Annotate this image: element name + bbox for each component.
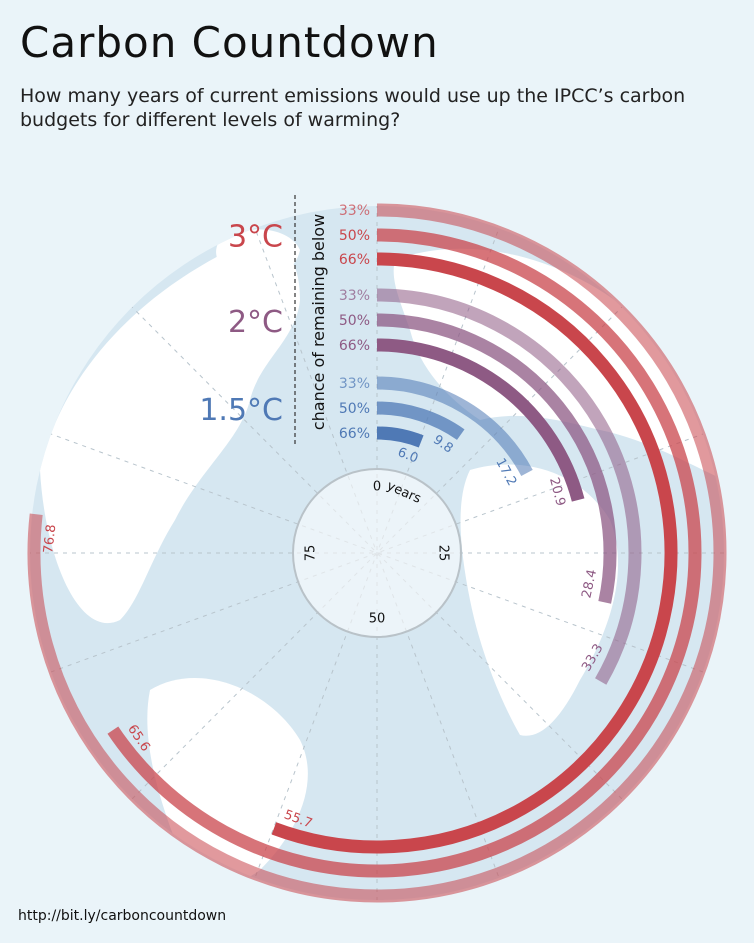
bar-2C-66pct bbox=[376, 338, 585, 502]
page-subtitle: How many years of current emissions woul… bbox=[20, 85, 686, 131]
series-label: 50% bbox=[339, 313, 370, 329]
bar-15C-66pct bbox=[376, 426, 424, 448]
legend-side-label: chance of remaining below bbox=[309, 214, 328, 430]
bar-15C-50pct bbox=[376, 401, 465, 441]
series-label: 66% bbox=[339, 252, 370, 268]
africa-shape bbox=[460, 464, 619, 736]
bar-2C-50pct bbox=[376, 313, 617, 604]
series-label: 33% bbox=[339, 203, 370, 219]
source-link[interactable]: http://bit.ly/carboncountdown bbox=[18, 908, 227, 924]
bar-15C-33pct bbox=[376, 376, 533, 477]
bar-3C-66pct bbox=[271, 252, 678, 854]
series-label: 33% bbox=[339, 288, 370, 304]
series-label: 50% bbox=[339, 401, 370, 417]
series-label: 66% bbox=[339, 426, 370, 442]
bar-2C-33pct bbox=[376, 288, 642, 685]
group-label-3C: 3°C bbox=[228, 220, 283, 255]
value-label: 6.0 bbox=[395, 445, 420, 467]
series-label: 33% bbox=[339, 376, 370, 392]
bar-3C-50pct bbox=[107, 228, 702, 878]
bar-3C-33pct bbox=[27, 203, 727, 903]
year-axis-core bbox=[292, 468, 462, 638]
group-label-2C: 2°C bbox=[228, 305, 283, 340]
axis-tick-label: 25 bbox=[436, 545, 451, 562]
value-label: 20.9 bbox=[546, 476, 568, 508]
series-label: 66% bbox=[339, 338, 370, 354]
value-label: 28.4 bbox=[579, 568, 600, 599]
group-label-15C: 1.5°C bbox=[199, 393, 283, 428]
axis-tick-label: 50 bbox=[369, 612, 386, 627]
greenland-shape bbox=[216, 229, 300, 281]
world-map bbox=[40, 229, 724, 885]
bars-layer bbox=[27, 203, 727, 903]
series-label: 50% bbox=[339, 228, 370, 244]
axis-tick-label: 75 bbox=[304, 545, 319, 562]
axis-tick-label: 0 bbox=[373, 480, 381, 495]
north-america-shape bbox=[40, 242, 300, 624]
page-title: Carbon Countdown bbox=[20, 18, 439, 67]
value-label: 76.8 bbox=[41, 524, 59, 554]
